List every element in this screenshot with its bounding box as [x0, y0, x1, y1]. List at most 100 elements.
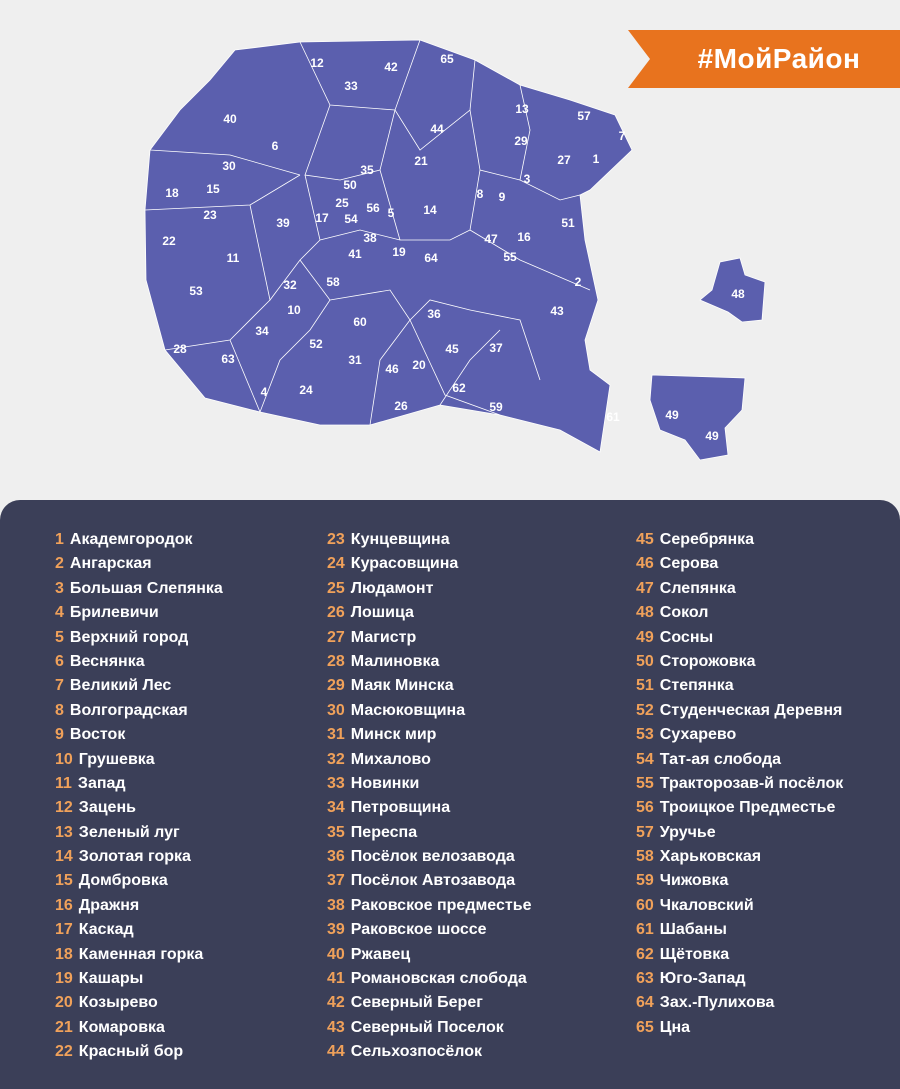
legend-number: 14	[55, 848, 73, 866]
legend-name: Каскад	[78, 921, 134, 939]
legend-number: 12	[55, 799, 73, 817]
legend-number: 11	[55, 774, 72, 792]
legend-number: 4	[55, 604, 64, 622]
legend-number: 32	[327, 750, 345, 768]
legend-number: 15	[55, 872, 73, 890]
legend-item: 39 Раковское шоссе	[327, 918, 531, 942]
district-label-42: 42	[384, 60, 398, 74]
legend-name: Уручье	[659, 823, 716, 841]
legend-item: 4 Брилевичи	[55, 601, 223, 625]
district-label-44: 44	[430, 122, 444, 136]
district-border	[304, 174, 321, 241]
district-label-34: 34	[255, 324, 269, 338]
legend-item: 53 Сухарево	[636, 723, 843, 747]
legend-item: 13 Зеленый луг	[55, 821, 223, 845]
district-label-9: 9	[499, 190, 506, 204]
district-label-30: 30	[222, 159, 236, 173]
legend-number: 13	[55, 823, 73, 841]
district-label-12: 12	[310, 56, 324, 70]
legend-item: 38 Раковское предместье	[327, 894, 531, 918]
district-label-38: 38	[363, 231, 377, 245]
legend-number: 9	[55, 726, 64, 744]
legend-number: 6	[55, 652, 64, 670]
legend-number: 62	[636, 945, 654, 963]
district-label-63: 63	[221, 352, 235, 366]
legend-number: 1	[55, 531, 64, 548]
legend-number: 44	[327, 1043, 345, 1061]
legend-name: Масюковщина	[350, 701, 466, 719]
legend-number: 30	[327, 701, 345, 719]
legend-number: 39	[327, 921, 345, 939]
district-label-33: 33	[344, 79, 358, 93]
legend-name: Лошица	[350, 604, 414, 622]
district-label-14: 14	[423, 203, 437, 217]
legend-name: Северный Берег	[350, 994, 483, 1012]
legend-number: 35	[327, 823, 345, 841]
map-region	[144, 39, 633, 453]
legend-name: Переспа	[350, 823, 418, 841]
legend-item: 56 Троицкое Предместье	[636, 796, 843, 820]
legend-name: Тракторозав-й посёлок	[659, 774, 844, 792]
legend-item: 5 Верхний город	[55, 626, 223, 650]
district-label-45: 45	[445, 342, 459, 356]
hashtag-banner-text: #МойРайон	[697, 43, 861, 74]
legend-item: 32 Михалово	[327, 748, 531, 772]
legend-number: 17	[55, 921, 73, 939]
district-label-52: 52	[309, 337, 323, 351]
legend-item: 27 Магистр	[327, 626, 531, 650]
district-label-62: 62	[452, 381, 466, 395]
legend-item: 40 Ржавец	[327, 943, 531, 967]
district-label-10: 10	[287, 303, 301, 317]
district-label-24: 24	[299, 383, 313, 397]
district-label-35: 35	[360, 163, 374, 177]
legend-name: Ржавец	[350, 945, 411, 963]
district-border	[259, 259, 331, 413]
legend-number: 28	[327, 652, 345, 670]
legend-name: Дражня	[78, 896, 140, 914]
legend-name: Тат-ая слобода	[659, 750, 782, 768]
district-label-43: 43	[550, 304, 564, 318]
legend-name: Слепянка	[659, 579, 736, 597]
legend-item: 65 Цна	[636, 1016, 843, 1040]
legend-name: Троицкое Предместье	[659, 799, 836, 817]
district-label-19: 19	[392, 245, 406, 259]
district-label-61: 61	[606, 410, 620, 424]
legend-number: 33	[327, 774, 345, 792]
legend-item: 55 Тракторозав-й посёлок	[636, 772, 843, 796]
district-label-54: 54	[344, 212, 358, 226]
district-label-39: 39	[276, 216, 290, 230]
legend-name: Зах.-Пулихова	[659, 994, 775, 1012]
legend-item: 20 Козырево	[55, 991, 223, 1015]
district-label-21: 21	[414, 154, 428, 168]
legend-item: 28 Малиновка	[327, 650, 531, 674]
district-border	[469, 309, 541, 381]
district-label-40: 40	[223, 112, 237, 126]
legend-item: 6 Веснянка	[55, 650, 223, 674]
legend-item: 60 Чкаловский	[636, 894, 843, 918]
district-label-23: 23	[203, 208, 217, 222]
legend-name: Комаровка	[78, 1018, 165, 1036]
legend-item: 8 Волгоградская	[55, 699, 223, 723]
district-label-50: 50	[343, 178, 357, 192]
legend-item: 17 Каскад	[55, 918, 223, 942]
district-label-2: 2	[575, 275, 582, 289]
district-label-49: 49	[705, 429, 719, 443]
legend-column: 1 Академгородок 2 Ангарская 3 Большая Слепянк…	[55, 528, 223, 1065]
legend-name: Кунцевщина	[350, 531, 450, 548]
legend-name: Запад	[77, 774, 126, 792]
legend-item: 21 Комаровка	[55, 1016, 223, 1040]
legend-name: Козырево	[78, 994, 158, 1012]
legend-number: 53	[636, 726, 654, 744]
legend-name: Сухарево	[659, 726, 737, 744]
legend-name: Северный Поселок	[350, 1018, 504, 1036]
legend-number: 37	[327, 872, 345, 890]
legend-item: 34 Петровщина	[327, 796, 531, 820]
legend-name: Цна	[659, 1018, 691, 1036]
legend-name: Студенческая Деревня	[659, 701, 843, 719]
legend-name: Михалово	[350, 750, 431, 768]
district-label-11: 11	[227, 251, 240, 265]
legend-item: 15 Домбровка	[55, 869, 223, 893]
legend-item: 19 Кашары	[55, 967, 223, 991]
legend-name: Посёлок Автозавода	[350, 872, 516, 890]
legend-item: 61 Шабаны	[636, 918, 843, 942]
